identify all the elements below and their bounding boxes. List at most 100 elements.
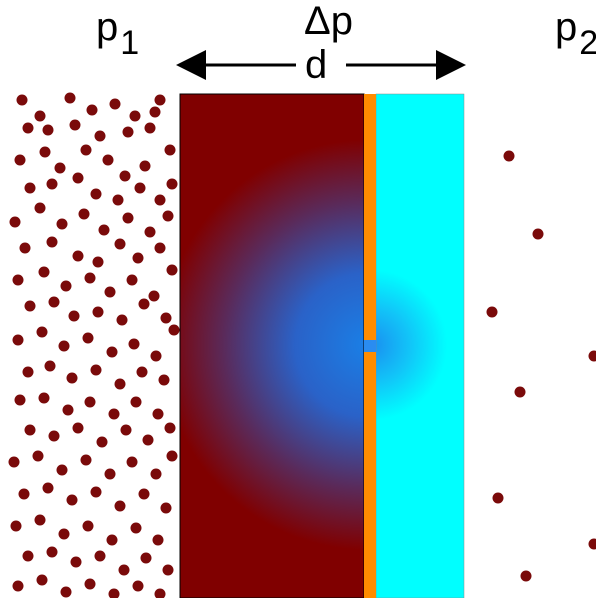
gas-particle	[514, 386, 526, 398]
gas-particle	[149, 106, 161, 118]
gas-particle	[108, 408, 120, 420]
gas-particle	[106, 346, 118, 358]
gas-particle	[122, 212, 134, 224]
pinhole-defect	[364, 340, 376, 352]
gas-particle	[34, 202, 46, 214]
gas-particle	[92, 306, 104, 318]
gas-particle	[164, 144, 176, 156]
gas-particle	[22, 366, 34, 378]
gas-particle	[14, 154, 26, 166]
gas-particle	[56, 464, 68, 476]
gas-particle	[84, 396, 96, 408]
gas-particle	[154, 588, 166, 598]
gas-particle	[138, 298, 150, 310]
gas-particle	[118, 564, 130, 576]
gas-particle	[80, 454, 92, 466]
gas-particle	[126, 274, 138, 286]
right-slab	[375, 93, 465, 598]
delta-p-label: Δp	[304, 0, 353, 43]
gas-particle	[94, 550, 106, 562]
thickness-d-label: d	[305, 43, 327, 87]
gas-particle	[109, 98, 121, 110]
gas-particle	[120, 424, 132, 436]
gas-particle	[132, 580, 144, 592]
gas-particle	[129, 110, 141, 122]
gas-particle	[104, 468, 116, 480]
gas-particle	[70, 556, 82, 568]
gas-particle	[72, 172, 84, 184]
gas-particle	[72, 422, 84, 434]
gas-particle	[24, 424, 36, 436]
gas-particle	[48, 430, 60, 442]
gas-particle	[160, 502, 172, 514]
pressure-p2-label: p2	[555, 5, 596, 62]
gas-particle	[90, 486, 102, 498]
gas-particle	[32, 450, 44, 462]
gas-particle	[130, 396, 142, 408]
gas-particle	[486, 306, 498, 318]
gas-particle	[12, 274, 24, 286]
gas-particle	[9, 216, 21, 228]
pressure-p1-label: p1	[96, 5, 139, 62]
gas-particle	[164, 422, 176, 434]
gas-particle	[66, 494, 78, 506]
gas-particle	[60, 586, 72, 598]
gas-particle	[144, 226, 156, 238]
gas-particle	[152, 534, 164, 546]
gas-particle	[142, 434, 154, 446]
gas-particle	[68, 310, 80, 322]
gas-particle	[122, 126, 134, 138]
left-slab	[179, 93, 365, 598]
gas-particle	[58, 528, 70, 540]
gas-particle	[60, 280, 72, 292]
gas-particle	[158, 374, 170, 386]
gas-particle	[84, 578, 96, 590]
gas-particle	[136, 366, 148, 378]
gas-particle	[34, 514, 46, 526]
gas-particle	[492, 492, 504, 504]
gas-particle	[102, 154, 114, 166]
gas-particle	[140, 552, 152, 564]
low-pressure-gas-particles	[486, 150, 596, 582]
gas-particle	[98, 224, 110, 236]
gas-particle	[18, 488, 30, 500]
gas-particle	[78, 208, 90, 220]
gas-particle	[82, 332, 94, 344]
gas-particle	[148, 290, 160, 302]
gas-particle	[46, 178, 58, 190]
gas-particle	[39, 146, 51, 158]
gas-particle	[66, 372, 78, 384]
gas-particle	[166, 264, 178, 276]
gas-particle	[8, 456, 20, 468]
gas-particle	[22, 122, 34, 134]
gas-particle	[162, 210, 174, 222]
gas-particle	[69, 119, 81, 131]
gas-particle	[588, 350, 596, 362]
gas-particle	[24, 300, 36, 312]
gas-particle	[62, 404, 74, 416]
gas-particle	[36, 326, 48, 338]
gas-particle	[96, 436, 108, 448]
gas-particle	[130, 522, 142, 534]
gas-particle	[64, 92, 76, 104]
gas-particle	[90, 364, 102, 376]
gas-particle	[46, 236, 58, 248]
gas-particle	[112, 194, 124, 206]
gas-particle	[166, 178, 178, 190]
gas-particle	[44, 360, 56, 372]
gas-particle	[128, 338, 140, 350]
gas-particle	[86, 104, 98, 116]
gas-particle	[80, 144, 92, 156]
gas-particle	[503, 150, 515, 162]
gas-particle	[104, 286, 116, 298]
gas-particle	[54, 162, 66, 174]
gas-particle	[106, 534, 118, 546]
gas-particle	[82, 520, 94, 532]
gas-particle	[126, 456, 138, 468]
gas-particle	[14, 394, 26, 406]
gas-particle	[154, 194, 166, 206]
gas-particle	[154, 242, 166, 254]
gas-particle	[119, 170, 131, 182]
high-pressure-gas-particles	[8, 92, 180, 598]
